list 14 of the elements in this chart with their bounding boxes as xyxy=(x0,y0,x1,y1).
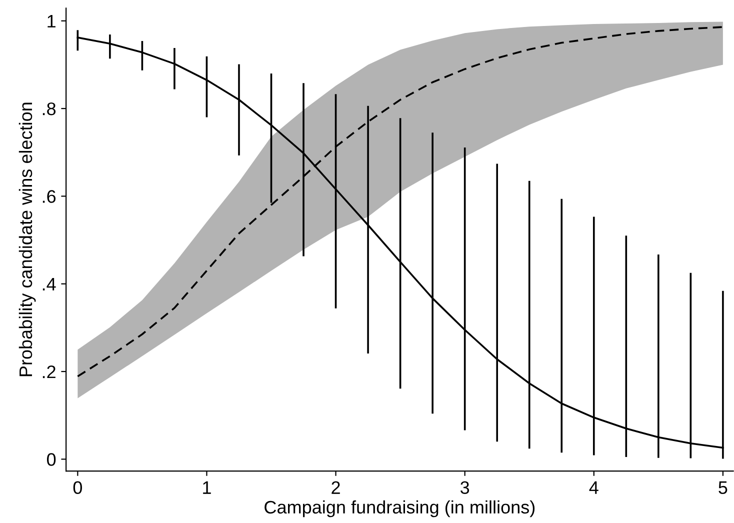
x-tick-label: 0 xyxy=(73,481,82,494)
x-tick-label: 1 xyxy=(203,481,211,494)
y-axis-title: Probability candidate wins election xyxy=(18,102,36,376)
y-tick-label: .6 xyxy=(42,190,56,203)
y-tick-label: .8 xyxy=(42,102,56,116)
y-tick-label: 0 xyxy=(47,453,56,466)
x-axis-title: Campaign fundraising (in millions) xyxy=(264,500,535,518)
y-tick-label: 1 xyxy=(48,14,56,28)
y-tick-label: .2 xyxy=(42,365,56,378)
x-tick-label: 5 xyxy=(718,481,728,494)
x-tick-label: 2 xyxy=(332,481,340,494)
x-tick-label: 3 xyxy=(460,481,470,494)
x-tick-label: 4 xyxy=(589,481,598,494)
y-tick-label: .4 xyxy=(42,278,56,290)
